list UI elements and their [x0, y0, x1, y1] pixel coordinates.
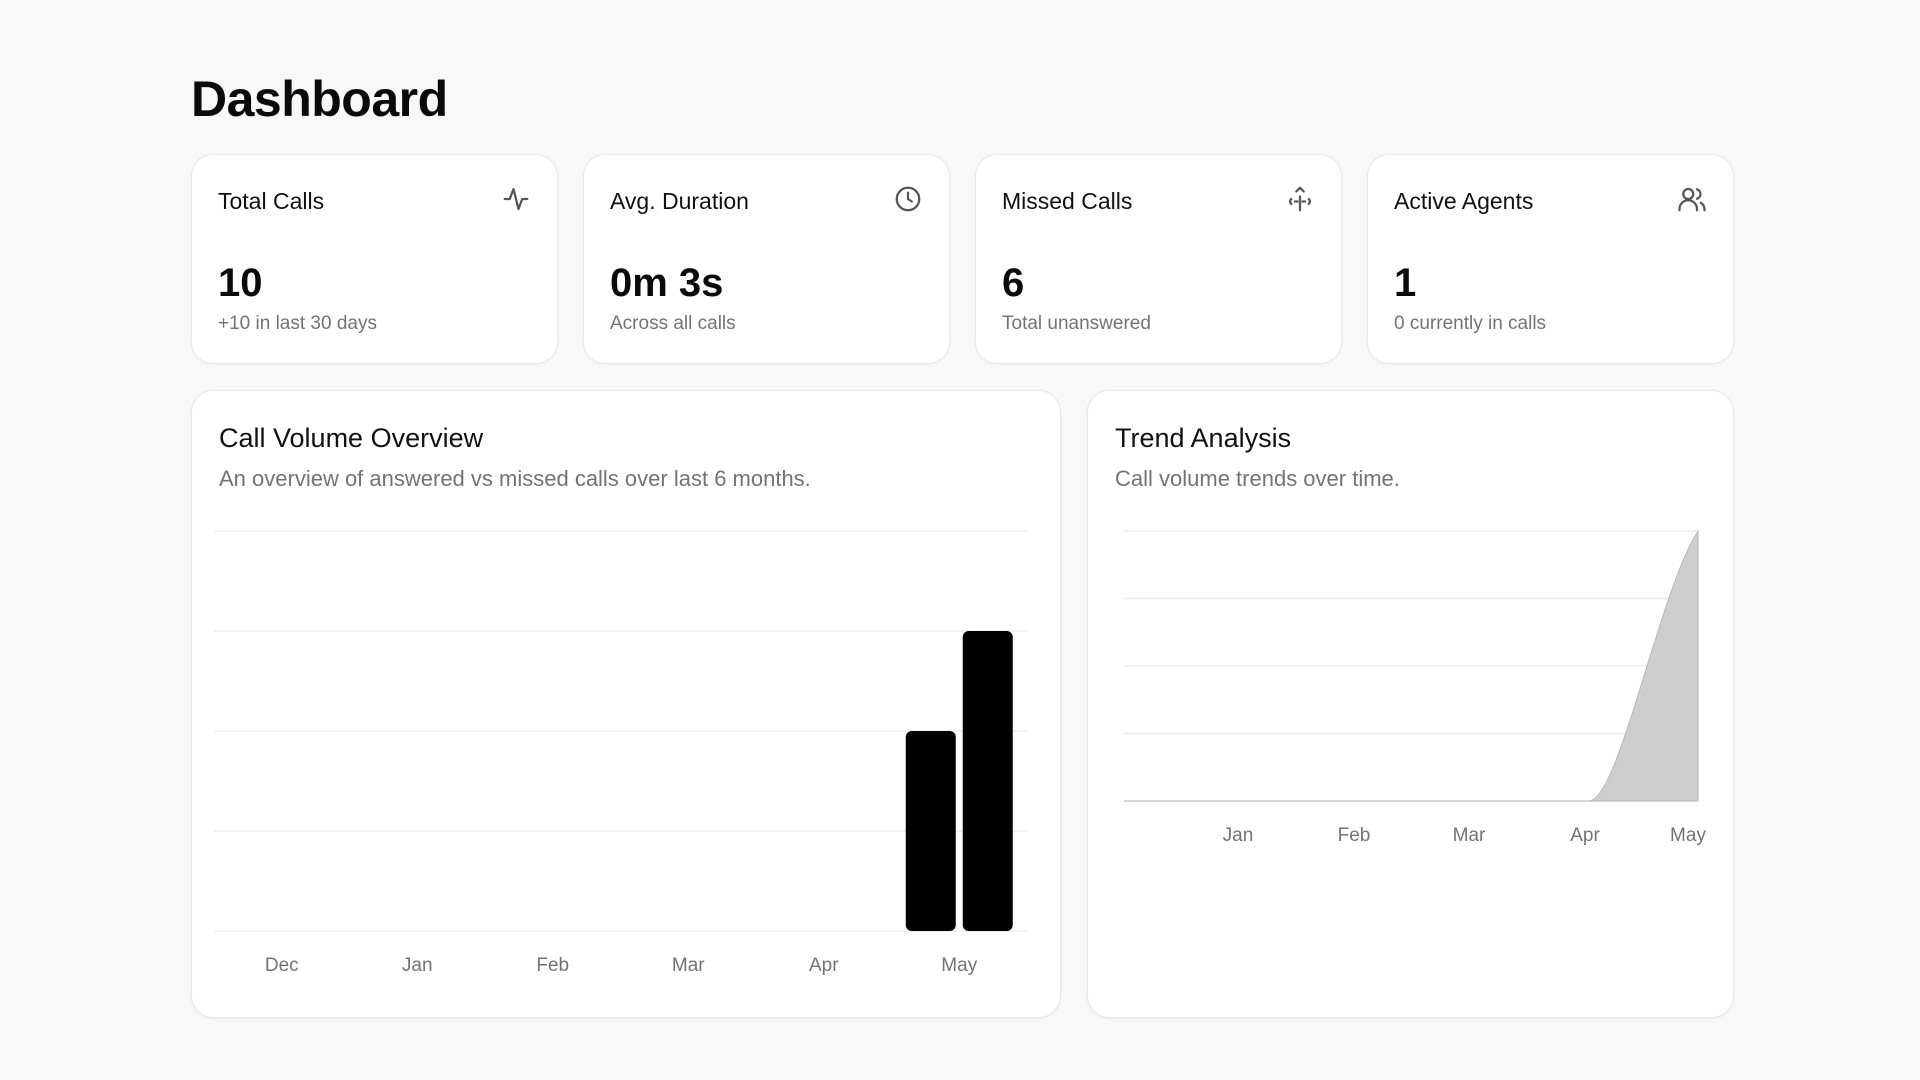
stat-subtitle: +10 in last 30 days	[218, 313, 377, 334]
chart-title: Trend Analysis	[1115, 423, 1292, 453]
stat-card-active-agents: Active Agents 1 0 currently in calls	[1367, 154, 1734, 364]
x-tick-label: Mar	[672, 955, 705, 976]
x-tick-label: Apr	[1570, 825, 1600, 846]
stat-subtitle: Total unanswered	[1002, 313, 1151, 334]
stat-value: 1	[1394, 261, 1417, 305]
stat-label: Missed Calls	[1002, 188, 1133, 214]
bar	[962, 631, 1013, 931]
clock-icon	[893, 184, 923, 214]
page-title: Dashboard	[191, 71, 448, 127]
x-tick-label: Jan	[402, 955, 433, 976]
stat-card-total-calls: Total Calls 10 +10 in last 30 days	[191, 154, 558, 364]
activity-icon	[501, 184, 531, 214]
x-tick-label: May	[941, 955, 977, 976]
stat-value: 6	[1002, 261, 1025, 305]
x-tick-label: Apr	[809, 955, 839, 976]
call-volume-bar-chart: Dec Jan Feb Mar Apr May	[214, 530, 1027, 976]
x-tick-label: Dec	[265, 955, 299, 976]
stat-value: 0m 3s	[610, 261, 724, 305]
stat-subtitle: Across all calls	[610, 313, 736, 334]
x-tick-label: Jan	[1223, 825, 1254, 846]
stat-subtitle: 0 currently in calls	[1394, 313, 1547, 334]
chart-description: An overview of answered vs missed calls …	[219, 466, 811, 491]
stat-label: Active Agents	[1394, 188, 1534, 214]
stat-label: Total Calls	[218, 188, 325, 214]
chart-title: Call Volume Overview	[219, 423, 484, 453]
area-series	[1124, 529, 1699, 802]
trend-analysis-card: Trend Analysis Call volume trends over t…	[1087, 390, 1734, 1018]
trend-area-chart: Jan Feb Mar Apr May	[1124, 529, 1706, 846]
bar	[905, 731, 956, 931]
call-volume-card: Call Volume Overview An overview of answ…	[191, 390, 1061, 1018]
chart-description: Call volume trends over time.	[1115, 466, 1400, 491]
x-tick-label: Feb	[536, 955, 569, 976]
stat-card-avg-duration: Avg. Duration 0m 3s Across all calls	[583, 154, 950, 364]
users-icon	[1677, 184, 1707, 214]
stat-value: 10	[218, 261, 263, 305]
stat-card-missed-calls: Missed Calls 6 Total unanswered	[975, 154, 1342, 364]
missed-call-icon	[1285, 184, 1315, 214]
x-tick-label: Feb	[1338, 825, 1371, 846]
stat-label: Avg. Duration	[610, 188, 749, 214]
x-tick-label: May	[1670, 825, 1706, 846]
x-tick-label: Mar	[1453, 825, 1486, 846]
